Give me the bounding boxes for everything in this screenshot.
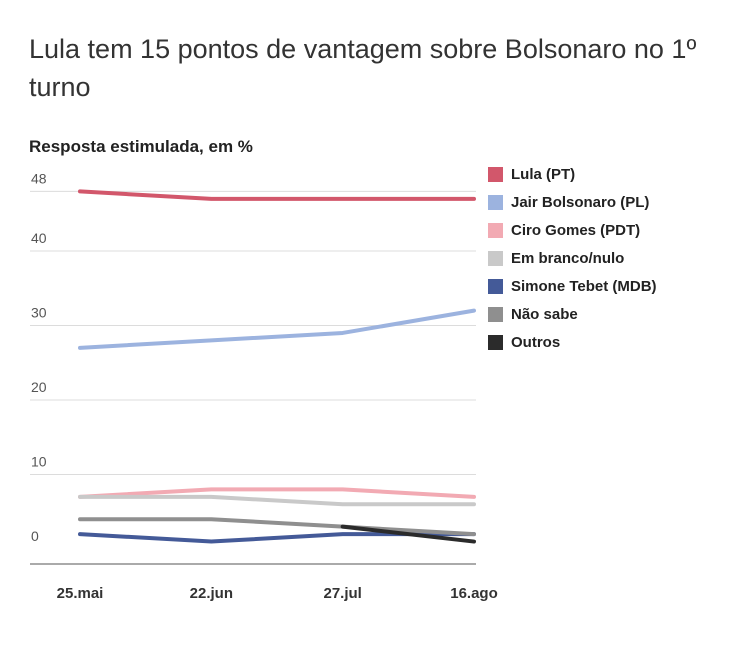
gridlines <box>30 190 476 565</box>
legend-item: Não sabe <box>488 300 657 328</box>
x-tick-label: 22.jun <box>190 585 233 602</box>
y-tick-label: 30 <box>31 305 47 321</box>
legend-label: Lula (PT) <box>511 165 576 183</box>
y-tick-label: 40 <box>31 230 47 246</box>
x-tick-label: 25.mai <box>57 585 104 602</box>
chart-subtitle: Resposta estimulada, em % <box>29 137 253 156</box>
legend-label: Outros <box>511 333 561 351</box>
series-line <box>340 524 476 544</box>
x-axis-ticks: 25.mai 22.jun 27.jul 16.ago <box>57 585 498 602</box>
x-tick-label: 16.ago <box>450 585 498 602</box>
legend-label: Jair Bolsonaro (PL) <box>511 193 650 211</box>
legend-label: Simone Tebet (MDB) <box>511 277 657 295</box>
x-tick-label: 27.jul <box>323 585 361 602</box>
legend-item: Ciro Gomes (PDT) <box>488 216 657 244</box>
legend-item: Em branco/nulo <box>488 244 657 272</box>
legend-swatch <box>488 250 503 266</box>
legend-swatch <box>488 166 503 182</box>
series-lines <box>78 189 476 544</box>
legend-swatch <box>488 334 503 350</box>
legend-label: Ciro Gomes (PDT) <box>511 221 641 239</box>
legend: Lula (PT) Jair Bolsonaro (PL) Ciro Gomes (… <box>488 160 657 356</box>
y-tick-label: 48 <box>31 170 47 186</box>
y-tick-label: 0 <box>31 528 39 544</box>
y-tick-label: 20 <box>31 379 47 395</box>
series-line <box>78 308 476 350</box>
series-line <box>78 487 476 499</box>
y-axis-ticks: 0 10 20 30 40 48 <box>31 170 47 544</box>
legend-swatch <box>488 278 503 294</box>
series-line <box>78 517 476 537</box>
series-line <box>78 189 476 201</box>
legend-swatch <box>488 222 503 238</box>
series-line <box>78 494 476 507</box>
legend-item: Lula (PT) <box>488 160 657 188</box>
legend-swatch <box>488 306 503 322</box>
legend-swatch <box>488 194 503 210</box>
legend-item: Outros <box>488 328 657 356</box>
legend-item: Simone Tebet (MDB) <box>488 272 657 300</box>
y-tick-label: 10 <box>31 454 47 470</box>
legend-label: Em branco/nulo <box>511 249 625 267</box>
legend-label: Não sabe <box>511 305 578 323</box>
chart-title: Lula tem 15 pontos de vantagem sobre Bol… <box>29 34 697 102</box>
legend-item: Jair Bolsonaro (PL) <box>488 188 657 216</box>
